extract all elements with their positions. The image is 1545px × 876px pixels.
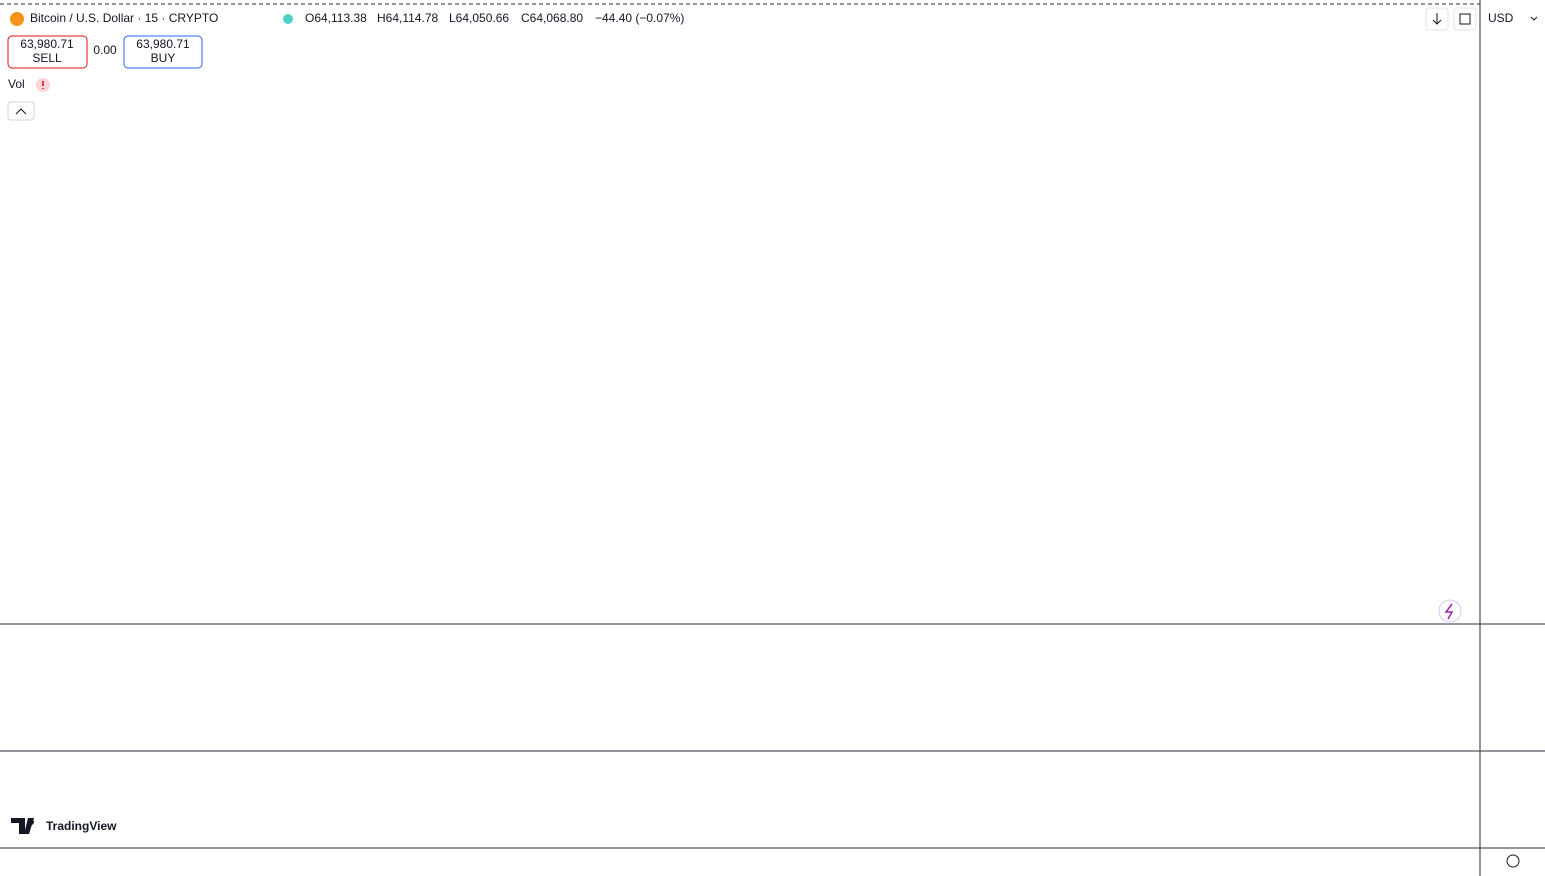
ohlc-open: O64,113.38 — [305, 11, 367, 25]
spread: 0.00 — [93, 43, 117, 57]
sell-button[interactable] — [7, 35, 88, 69]
symbol-title[interactable]: Bitcoin / U.S. Dollar · 15 · CRYPTO — [30, 11, 218, 25]
buy-label: BUY — [151, 51, 176, 65]
fullscreen-button[interactable] — [1453, 7, 1477, 31]
logo-text[interactable]: TradingView — [46, 819, 117, 833]
volume-label[interactable]: Vol — [8, 77, 25, 91]
ohlc-close: C64,068.80 — [521, 11, 583, 25]
logo-dot — [28, 819, 34, 825]
down-arrow-icon — [1432, 13, 1442, 25]
collapse-icon — [15, 108, 27, 115]
buy-button[interactable] — [123, 35, 203, 69]
currency-dropdown — [1530, 16, 1538, 21]
settings-button[interactable] — [1506, 854, 1520, 868]
sell-label: SELL — [32, 51, 62, 65]
alert-icon — [1444, 603, 1454, 620]
sell-price: 63,980.71 — [20, 37, 74, 51]
ohlc-high: H64,114.78 — [377, 11, 438, 25]
ohlc-change: −44.40 (−0.07%) — [595, 11, 684, 25]
market-status[interactable] — [283, 14, 293, 24]
currency[interactable]: USD — [1488, 11, 1514, 25]
alert-button[interactable] — [1438, 599, 1462, 623]
collapse-button[interactable] — [7, 101, 35, 121]
bitcoin-icon — [10, 12, 24, 26]
buy-price: 63,980.71 — [136, 37, 190, 51]
fullscreen-icon — [1459, 13, 1471, 25]
ohlc-low: L64,050.66 — [449, 11, 509, 25]
